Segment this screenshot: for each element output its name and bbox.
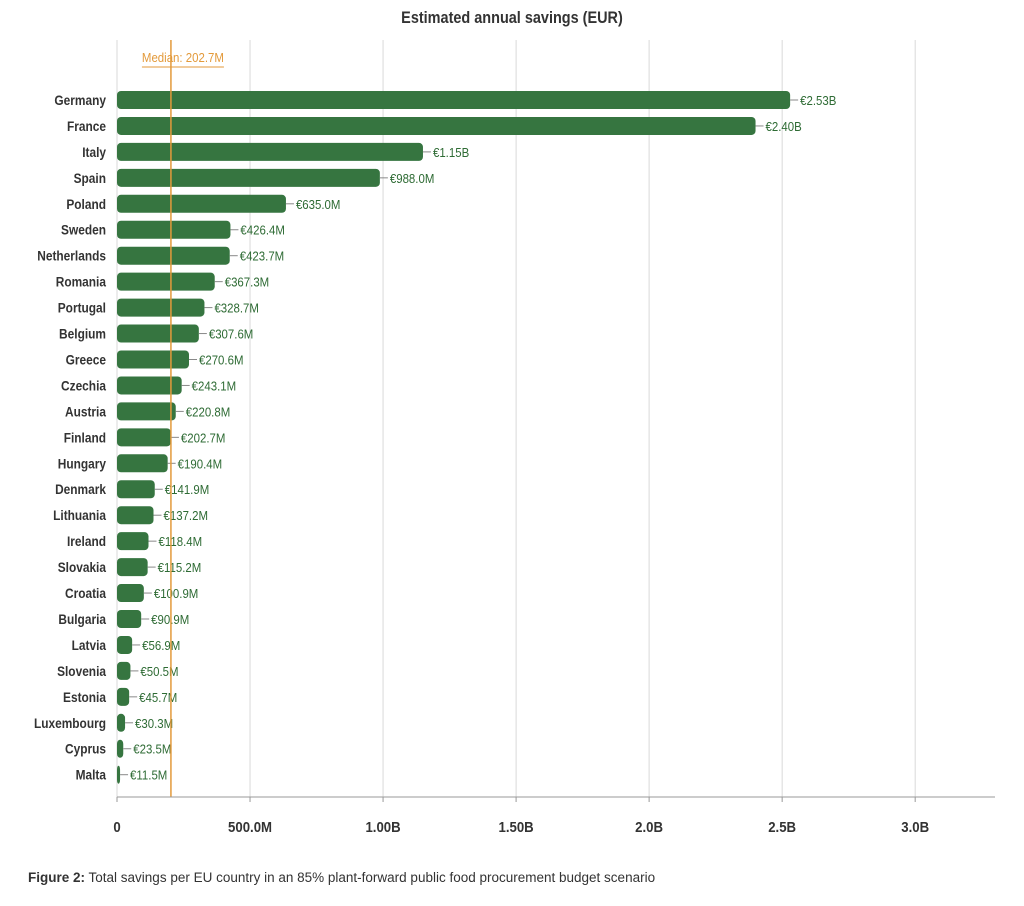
caption-text: Total savings per EU country in an 85% p… bbox=[85, 870, 656, 885]
bar bbox=[117, 739, 124, 758]
bar bbox=[117, 661, 131, 680]
category-label: Belgium bbox=[59, 326, 106, 342]
bar bbox=[117, 116, 756, 135]
value-label: €23.5M bbox=[133, 742, 171, 757]
category-label: Czechia bbox=[61, 378, 107, 394]
value-label: €423.7M bbox=[240, 249, 284, 264]
category-label: Greece bbox=[66, 352, 106, 368]
bar bbox=[117, 480, 155, 499]
category-label: Austria bbox=[65, 403, 107, 419]
x-tick-label: 2.5B bbox=[768, 818, 796, 835]
category-label: Finland bbox=[64, 429, 106, 445]
x-tick-label: 1.00B bbox=[365, 818, 400, 835]
category-label: Ireland bbox=[67, 533, 106, 549]
x-tick-label: 2.0B bbox=[635, 818, 663, 835]
bar bbox=[117, 91, 791, 109]
category-label: Italy bbox=[82, 144, 107, 160]
value-label: €426.4M bbox=[240, 223, 284, 238]
value-label: €328.7M bbox=[214, 301, 258, 316]
bar bbox=[117, 558, 148, 577]
value-label: €243.1M bbox=[192, 379, 236, 394]
bar bbox=[117, 142, 423, 161]
bar bbox=[117, 272, 215, 291]
x-tick-label: 0 bbox=[113, 818, 120, 835]
bar bbox=[117, 324, 199, 343]
value-label: €220.8M bbox=[186, 405, 230, 420]
category-label: Hungary bbox=[58, 455, 107, 471]
category-label: Cyprus bbox=[65, 741, 106, 757]
value-label: €367.3M bbox=[225, 275, 269, 290]
value-label: €118.4M bbox=[159, 534, 203, 549]
value-label: €2.40B bbox=[766, 119, 802, 134]
bar bbox=[117, 506, 154, 525]
category-label: Luxembourg bbox=[34, 715, 106, 731]
bar bbox=[117, 454, 168, 473]
category-label: Romania bbox=[56, 274, 107, 290]
figure-caption: Figure 2: Total savings per EU country i… bbox=[28, 870, 655, 885]
category-label: Germany bbox=[54, 92, 106, 108]
bar bbox=[117, 402, 176, 421]
bar bbox=[117, 298, 205, 317]
bar bbox=[117, 635, 133, 654]
category-label: Latvia bbox=[72, 637, 107, 653]
value-label: €30.3M bbox=[135, 716, 173, 731]
value-label: €56.9M bbox=[142, 638, 180, 653]
value-label: €100.9M bbox=[154, 586, 198, 601]
category-label: Malta bbox=[76, 767, 107, 783]
value-label: €1.15B bbox=[433, 145, 469, 160]
category-label: Spain bbox=[74, 170, 106, 186]
category-label: Slovakia bbox=[58, 559, 107, 575]
bar bbox=[117, 765, 121, 784]
bar bbox=[117, 376, 182, 395]
bar bbox=[117, 194, 286, 213]
bar bbox=[117, 584, 144, 603]
value-label: €988.0M bbox=[390, 171, 434, 186]
bar bbox=[117, 220, 231, 239]
chart-title: Estimated annual savings (EUR) bbox=[401, 8, 623, 27]
x-axis: 0 500.0M 1.00B 1.50B 2.0B 2.5B 3.0B bbox=[113, 796, 995, 835]
category-label: Slovenia bbox=[57, 663, 107, 679]
value-label: €115.2M bbox=[158, 560, 202, 575]
value-label: €137.2M bbox=[164, 509, 208, 524]
value-label: €11.5M bbox=[130, 768, 167, 783]
category-label: Estonia bbox=[63, 689, 107, 705]
caption-label: Figure 2: bbox=[28, 870, 86, 885]
value-label: €45.7M bbox=[139, 690, 177, 705]
value-label: €2.53B bbox=[800, 93, 836, 108]
category-labels: Germany France Italy Spain Poland Sweden Nethe… bbox=[34, 92, 107, 783]
bar bbox=[117, 713, 126, 732]
value-label: €202.7M bbox=[181, 431, 225, 446]
bar bbox=[117, 246, 230, 265]
x-tick-label: 500.0M bbox=[228, 818, 272, 835]
bar bbox=[117, 350, 189, 369]
category-label: Lithuania bbox=[53, 507, 107, 523]
value-label: €307.6M bbox=[209, 327, 253, 342]
category-label: Sweden bbox=[61, 222, 106, 238]
bar bbox=[117, 610, 142, 628]
value-label: €50.5M bbox=[140, 664, 178, 679]
category-label: Croatia bbox=[65, 585, 107, 601]
bars: €2.53B €2.40B €1.15B €988.0M €635.0M €426.4M €… bbox=[117, 91, 836, 784]
value-label: €635.0M bbox=[296, 197, 340, 212]
value-label: €270.6M bbox=[199, 353, 243, 368]
x-tick-label: 3.0B bbox=[901, 818, 929, 835]
x-tick-label: 1.50B bbox=[499, 818, 534, 835]
category-label: Bulgaria bbox=[58, 611, 106, 627]
median-marker: Median: 202.7M bbox=[141, 40, 224, 797]
category-label: Portugal bbox=[58, 300, 106, 316]
category-label: Denmark bbox=[55, 481, 107, 497]
bar bbox=[117, 168, 380, 187]
bar-chart: €2.53B €2.40B €1.15B €988.0M €635.0M €426.4M €… bbox=[34, 40, 995, 835]
category-label: Poland bbox=[66, 196, 106, 212]
bar bbox=[117, 428, 171, 447]
value-label: €190.4M bbox=[178, 457, 222, 472]
category-label: Netherlands bbox=[37, 248, 106, 264]
value-label: €141.9M bbox=[165, 483, 209, 498]
median-label: Median: 202.7M bbox=[142, 50, 224, 65]
category-label: France bbox=[67, 118, 106, 134]
bar bbox=[117, 687, 130, 706]
bar bbox=[117, 532, 149, 551]
